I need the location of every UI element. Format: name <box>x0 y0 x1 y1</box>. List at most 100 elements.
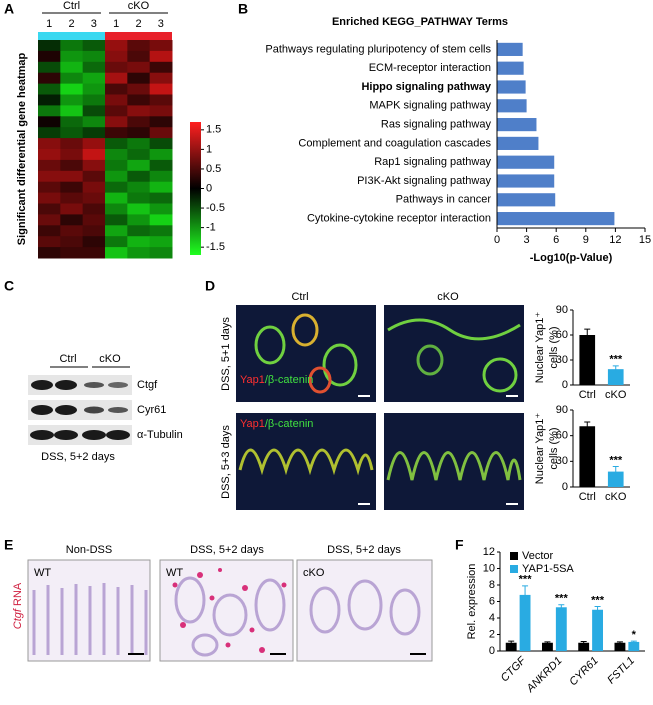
category-label: Pathways in cancer <box>396 194 492 206</box>
heatmap-cell <box>127 149 151 161</box>
probe: RNA <box>12 582 24 606</box>
heatmap-cell <box>105 50 128 63</box>
micrographs: Ctrl cKO DSS, 5+1 days DSS, 5+3 days Yap… <box>220 291 524 510</box>
heatmap-cell <box>60 203 84 215</box>
bar <box>497 174 555 188</box>
y-tick-label: 10 <box>483 562 495 574</box>
heatmap-cell <box>60 159 84 172</box>
heatmap-cell <box>105 159 128 172</box>
heatmap-cell <box>127 203 151 215</box>
y-label: Ctgf RNA <box>12 582 24 629</box>
significance: *** <box>519 574 533 586</box>
heatmap-cell <box>149 170 173 183</box>
group-strip <box>38 32 105 40</box>
heatmap-cell <box>127 225 151 237</box>
error-bar <box>584 328 591 342</box>
significance: *** <box>591 594 605 606</box>
heatmap-cell <box>82 61 106 74</box>
y-tick-label: 90 <box>556 304 568 316</box>
heatmap-cell <box>149 94 173 106</box>
heatmap-cell <box>105 214 128 226</box>
heatmap-cell <box>149 61 173 74</box>
heatmap-cell <box>38 214 61 226</box>
heatmap-cell <box>38 247 61 259</box>
image-title: DSS, 5+2 days <box>327 544 401 556</box>
tissue <box>238 313 522 481</box>
bar <box>505 642 517 651</box>
y-tick-label: 90 <box>556 404 568 416</box>
y-tick-label: 0 <box>562 481 568 493</box>
bar <box>519 594 531 651</box>
heatmap-cell <box>38 225 61 237</box>
genotype: WT <box>34 567 51 579</box>
heatmap-cell <box>127 50 151 63</box>
y-label: cells (%) <box>548 326 560 368</box>
heatmap-cell <box>149 149 173 161</box>
category-label: FSTL1 <box>605 655 637 687</box>
heatmap-cell <box>60 83 84 95</box>
y-tick-label: 2 <box>489 628 495 640</box>
heatmap-cell <box>82 50 106 63</box>
colorbar-tick-label: 0.5 <box>206 163 221 175</box>
heatmap-cell <box>105 225 128 237</box>
heatmap-cell <box>149 236 173 248</box>
colorbar-tick-label: 1 <box>206 143 212 155</box>
category-label: ECM-receptor interaction <box>369 62 491 74</box>
column-label: 2 <box>68 18 74 30</box>
heatmap-cell <box>38 236 61 248</box>
heatmap-cell <box>60 181 84 194</box>
scale-bar <box>358 395 518 505</box>
category-label: Hippo signaling pathway <box>361 81 491 93</box>
heatmap-cell <box>82 40 106 52</box>
y-label: Nuclear Yap1⁺ <box>534 312 546 384</box>
colorbar-tick-label: -1.5 <box>206 241 225 253</box>
heatmap-cell <box>60 192 84 204</box>
heatmap-cell <box>149 214 173 226</box>
heatmap-cell <box>149 138 173 150</box>
heatmap-cell <box>60 127 84 139</box>
bar <box>607 471 624 487</box>
heatmap-cell <box>38 40 61 52</box>
column-label: 3 <box>91 18 97 30</box>
heatmap-cell <box>127 170 151 183</box>
category-label: Ras signaling pathway <box>381 119 492 131</box>
chart-title: Enriched KEGG_PATHWAY Terms <box>332 16 508 28</box>
colorbar-tick-label: 0 <box>206 182 212 194</box>
legend-label: Vector <box>522 550 554 562</box>
heatmap-cell <box>60 214 84 226</box>
heatmap-cell <box>38 116 61 128</box>
error-bar <box>558 604 565 611</box>
ish-images: Ctgf RNA Non-DSS DSS, 5+2 days DSS, 5+2 … <box>12 544 433 662</box>
heatmap-cell <box>127 214 151 226</box>
panel-label: E <box>4 537 13 553</box>
bar <box>628 641 640 651</box>
error-bar <box>544 641 551 645</box>
colorbar-tick-label: -1 <box>206 222 216 234</box>
significance: *** <box>555 593 569 605</box>
bar <box>497 99 527 113</box>
column-label: cKO <box>437 291 459 303</box>
heatmap-cell <box>149 83 173 95</box>
heatmap-cell <box>127 116 151 128</box>
error-bar <box>612 465 619 478</box>
heatmap-cell <box>38 159 61 172</box>
heatmap-cell <box>60 138 84 150</box>
heatmap-cell <box>127 94 151 106</box>
category-label: ANKRD1 <box>524 655 565 696</box>
category-label: PI3K-Akt signaling pathway <box>357 175 491 187</box>
column-label: 2 <box>135 18 141 30</box>
bands <box>30 380 130 440</box>
heatmap-cell <box>38 203 61 215</box>
heatmap-cell <box>82 247 106 259</box>
bar <box>497 193 556 207</box>
x-label: -Log10(p-Value) <box>530 252 613 264</box>
signal <box>172 568 287 653</box>
bar <box>497 136 539 150</box>
heatmap-cell <box>82 138 106 150</box>
x-tick-label: 6 <box>553 234 559 246</box>
heatmap-cell <box>82 149 106 161</box>
error-bar <box>594 605 601 614</box>
heatmap-cell <box>105 116 128 128</box>
heatmap-cell <box>82 225 106 237</box>
heatmap-cell <box>60 105 84 117</box>
